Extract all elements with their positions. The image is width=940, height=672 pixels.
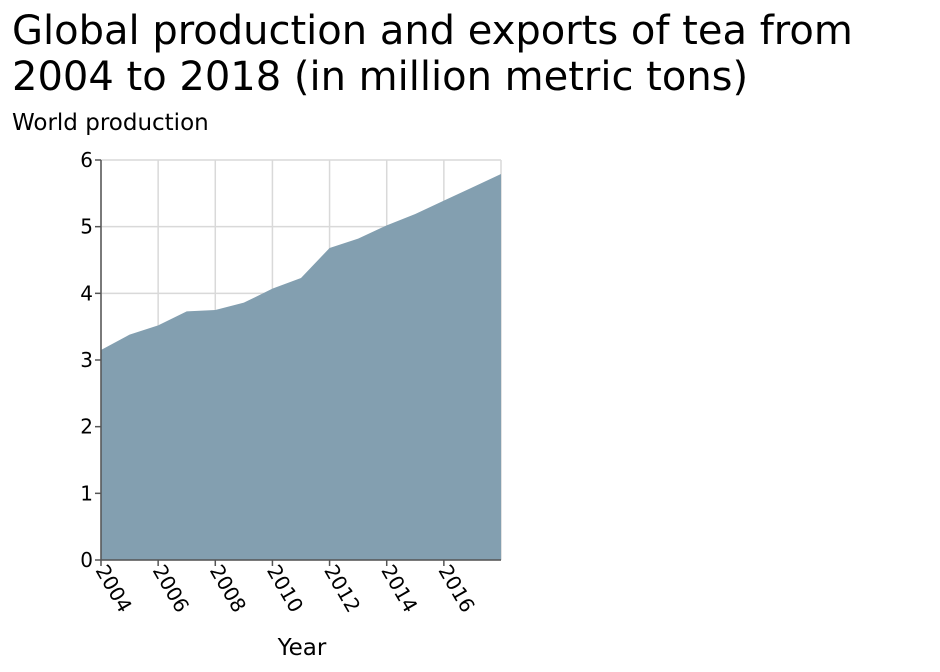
y-axis-label: World production [12, 110, 209, 136]
y-tick-label: 0 [80, 548, 93, 572]
x-axis-label: Year [277, 635, 327, 661]
axes [95, 159, 501, 566]
y-tick-label: 5 [80, 215, 93, 239]
y-tick-label: 6 [80, 148, 93, 172]
x-tick-label: 2010 [262, 561, 308, 617]
chart-title: Global production and exports of tea fro… [12, 8, 853, 100]
y-tick-label: 4 [80, 281, 93, 305]
y-tick-label: 2 [80, 415, 93, 439]
y-tick-label: 3 [80, 348, 93, 372]
x-tick-label: 2014 [376, 561, 422, 617]
x-tick-label: 2008 [205, 561, 251, 617]
area-series [101, 174, 501, 560]
x-tick-label: 2006 [148, 561, 194, 617]
x-tick-label: 2016 [434, 561, 480, 617]
x-tick-label: 2004 [91, 561, 137, 617]
x-tick-label: 2012 [319, 561, 365, 617]
y-tick-label: 1 [80, 481, 93, 505]
